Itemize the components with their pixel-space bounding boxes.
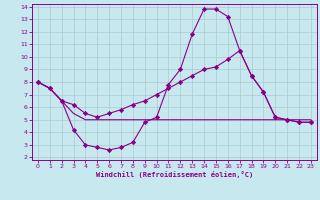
X-axis label: Windchill (Refroidissement éolien,°C): Windchill (Refroidissement éolien,°C) [96, 171, 253, 178]
